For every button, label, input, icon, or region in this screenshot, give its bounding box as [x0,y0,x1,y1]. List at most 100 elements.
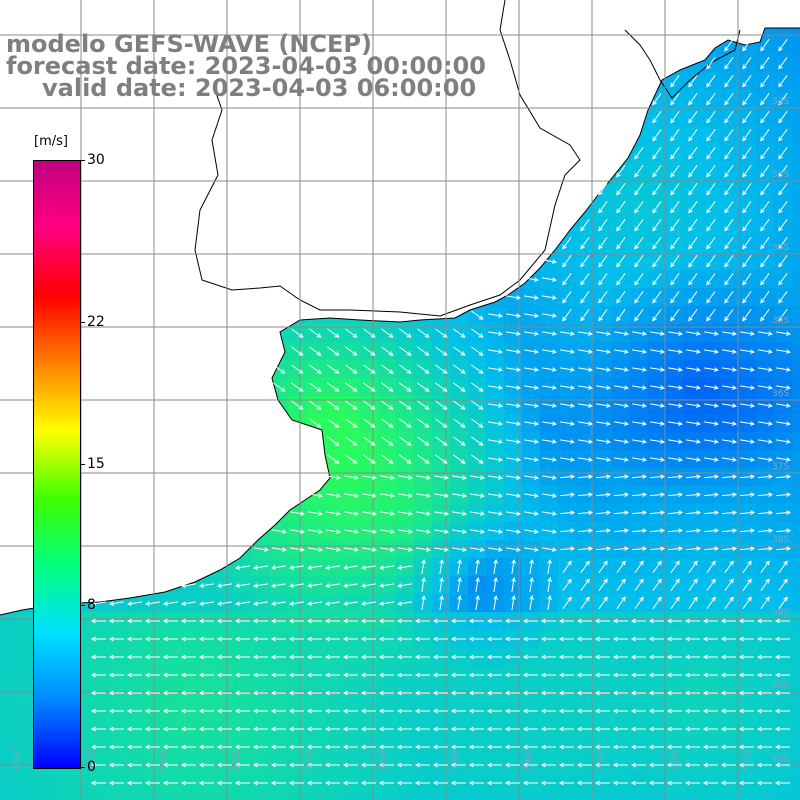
wind-arrow-icon [724,75,734,88]
wind-arrow-icon [506,403,521,408]
wind-arrow-icon [724,291,734,304]
wind-arrow-icon [307,583,322,588]
wind-arrow-icon [108,744,124,750]
wind-arrow-icon [756,708,772,714]
wind-arrow-icon [252,780,268,786]
wind-arrow-icon [594,708,610,714]
wind-arrow-icon [740,439,755,444]
wind-arrow-icon [488,403,503,408]
wind-arrow-icon [126,744,142,750]
wind-arrow-icon [324,690,340,696]
wind-arrow-icon [252,672,268,678]
wind-arrow-icon [414,762,430,768]
wind-arrow-icon [468,708,484,714]
wind-arrow-icon [738,726,754,732]
wind-arrow-icon [775,510,792,516]
wind-arrow-icon [398,529,413,534]
wind-arrow-icon [486,690,502,696]
wind-arrow-icon [486,726,502,732]
wind-cell [450,792,469,800]
wind-arrow-icon [758,331,773,336]
wind-arrow-icon [162,762,178,768]
wind-cell [0,702,19,721]
wind-arrow-icon [576,708,592,714]
wind-cell [360,792,379,800]
wind-arrow-icon [199,601,214,606]
wind-arrow-icon [685,492,702,498]
wind-arrow-icon [270,726,286,732]
wind-arrow-icon [398,547,413,552]
wind-arrow-icon [198,618,214,624]
wind-arrow-icon [758,403,773,408]
wind-arrow-icon [652,219,662,232]
wind-arrow-icon [648,762,664,768]
wind-arrow-icon [688,560,698,573]
wind-arrow-icon [721,528,738,534]
wind-cell [792,36,800,55]
wind-arrow-icon [108,690,124,696]
wind-arrow-icon [760,578,770,591]
wind-cell [792,666,800,685]
wind-arrow-icon [613,528,630,534]
land-area [0,0,800,615]
wind-arrow-icon [399,400,412,410]
wind-arrow-icon [631,474,648,480]
wind-arrow-icon [414,654,430,660]
wind-arrow-icon [739,528,756,534]
wind-arrow-icon [144,690,160,696]
wind-arrow-icon [778,93,788,106]
wind-arrow-icon [216,708,232,714]
wind-arrow-icon [652,291,662,304]
wind-arrow-icon [396,780,412,786]
wind-arrow-icon [702,762,718,768]
wind-cell [792,234,800,253]
wind-arrow-icon [778,129,788,142]
wind-arrow-icon [363,346,376,356]
wind-arrow-icon [668,457,683,462]
wind-arrow-icon [342,780,358,786]
wind-arrow-icon [704,385,719,390]
wind-arrow-icon [594,618,610,624]
wind-arrow-icon [720,618,736,624]
wind-arrow-icon [720,636,736,642]
wind-arrow-icon [488,313,503,318]
wind-arrow-icon [738,744,754,750]
wind-arrow-icon [757,474,774,480]
wind-arrow-icon [272,547,287,552]
wind-arrow-icon [652,93,662,106]
wind-arrow-icon [594,672,610,678]
wind-arrow-icon [702,690,718,696]
wind-arrow-icon [612,726,628,732]
wind-arrow-icon [309,364,322,374]
wind-arrow-icon [670,201,680,214]
wind-arrow-icon [529,595,534,610]
wind-arrow-icon [288,636,304,642]
latitude-label: 35S [772,316,789,326]
wind-arrow-icon [450,726,466,732]
latitude-label: 36S [772,389,789,399]
wind-arrow-icon [108,708,124,714]
wind-arrow-icon [706,147,716,160]
wind-arrow-icon [421,559,426,574]
wind-arrow-icon [399,346,412,356]
wind-arrow-icon [670,255,680,268]
wind-arrow-icon [144,636,160,642]
wind-cell [18,684,37,703]
wind-arrow-icon [685,528,702,534]
wind-arrow-icon [721,492,738,498]
wind-cell [162,792,181,800]
wind-arrow-icon [506,313,521,318]
wind-arrow-icon [688,93,698,106]
wind-cell [0,720,19,739]
wind-arrow-icon [379,583,394,588]
wind-arrow-icon [272,529,287,534]
wind-arrow-icon [90,708,106,714]
wind-arrow-icon [450,708,466,714]
land-polygon [0,0,800,615]
wind-arrow-icon [542,511,557,516]
wind-arrow-icon [666,618,682,624]
wind-arrow-icon [396,726,412,732]
wind-arrow-icon [648,744,664,750]
wind-arrow-icon [327,382,340,392]
wind-arrow-icon [506,295,521,300]
